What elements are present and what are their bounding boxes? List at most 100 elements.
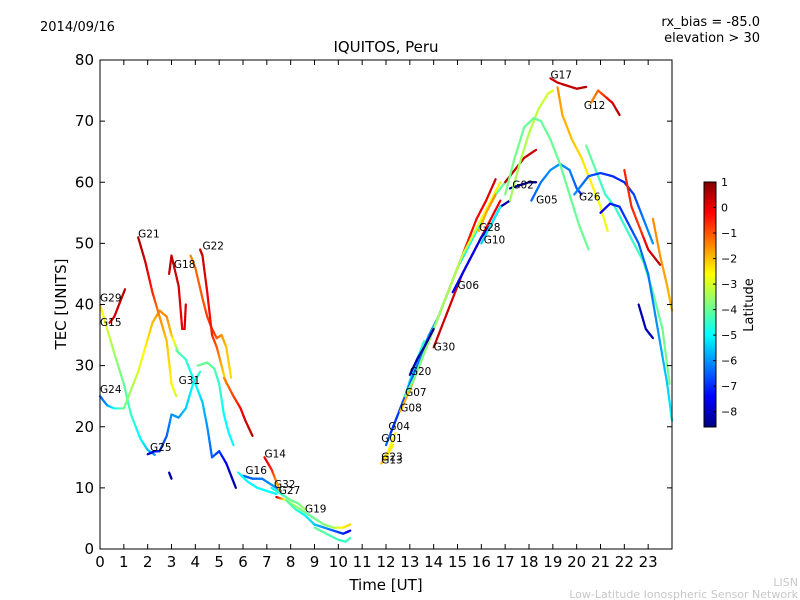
colorbar-tick-label: −1	[721, 227, 737, 240]
series-g15-segment	[152, 453, 156, 456]
colorbar-tick-label: −4	[721, 304, 737, 317]
x-tick-label: 4	[191, 553, 201, 571]
series-g29-segment	[123, 288, 127, 293]
series-g26	[573, 171, 655, 245]
series-g12c-segment	[662, 334, 666, 344]
series-g12b-segment	[586, 245, 590, 251]
series-label-g06: G06	[458, 280, 480, 292]
x-tick-label: 8	[286, 553, 296, 571]
colorbar-tick-label: −5	[721, 329, 737, 342]
series-g19a-segment	[250, 432, 254, 438]
series-g20-segment	[431, 327, 435, 333]
series-g07	[403, 181, 502, 398]
series-g10	[480, 205, 502, 245]
x-axis-ticks: 0 1 2 3 4 5 6 7 8 9 10 11 12 13 14 15 16 17 18 19 20 21 22 23	[95, 60, 658, 571]
series-label-g10: G10	[484, 234, 506, 246]
series-g31	[175, 349, 237, 489]
x-tick-label: 21	[591, 553, 610, 571]
series-g26d	[637, 303, 655, 340]
x-tick-label: 13	[400, 553, 419, 571]
series-g30-segment	[498, 199, 502, 204]
series-g31-segment	[234, 485, 237, 489]
series-g26b-segment	[649, 286, 653, 296]
series-g18	[168, 254, 187, 331]
series-g12c-segment	[663, 341, 667, 351]
series-g26b-segment	[661, 355, 665, 365]
series-g26b-segment	[653, 307, 657, 317]
x-tick-label: 2	[143, 553, 153, 571]
series-label-g31: G31	[179, 375, 201, 387]
date-label: 2014/09/16	[40, 20, 115, 35]
x-tick-label: 11	[353, 553, 372, 571]
x-tick-label: 12	[376, 553, 395, 571]
series-g12c-segment	[665, 362, 669, 372]
series-label-g30: G30	[434, 341, 456, 353]
series-g26b-segment	[658, 341, 663, 351]
series-label-g13: G13	[381, 454, 403, 466]
series-g26b-segment	[657, 334, 662, 344]
series-g12c-segment	[664, 348, 668, 358]
series-g26c-segment	[657, 261, 662, 266]
colorbar-ticks: 1 0 −1 −2 −3 −4 −5 −6 −7 −8	[713, 176, 737, 419]
x-tick-label: 23	[639, 553, 658, 571]
series-label-g24: G24	[100, 384, 122, 396]
series-g26b-segment	[648, 279, 652, 289]
series-g12c-segment	[667, 375, 671, 386]
series-g20a	[196, 361, 235, 447]
series-g12c-segment	[664, 355, 669, 365]
x-tick-label: 20	[567, 553, 586, 571]
series-label-g07: G07	[405, 387, 427, 399]
series-g12c	[585, 144, 671, 386]
y-tick-label: 80	[75, 51, 94, 69]
series-g26b-segment	[647, 272, 651, 282]
series-g10-segment	[498, 205, 502, 211]
x-tick-label: 15	[448, 553, 467, 571]
y-tick-label: 70	[75, 112, 94, 130]
series-g20a-segment	[231, 442, 235, 447]
x-tick-label: 3	[167, 553, 177, 571]
series-label-g27: G27	[279, 485, 301, 497]
x-tick-label: 14	[424, 553, 443, 571]
y-tick-label: 0	[84, 540, 94, 558]
series-g07-segment	[498, 181, 502, 186]
series-g25-segment	[198, 370, 202, 375]
series-g17b	[508, 89, 554, 202]
series-label-g32: G32	[274, 479, 296, 491]
y-axis-label: TEC [UNITS]	[52, 259, 70, 351]
x-tick-label: 17	[496, 553, 515, 571]
series-g12c-segment	[661, 327, 665, 337]
series-g17	[549, 77, 588, 90]
colorbar-tick-label: −7	[721, 380, 737, 393]
series-g21	[137, 236, 178, 398]
series-label-g14: G14	[264, 448, 286, 460]
plot-marks	[98, 77, 674, 543]
x-tick-label: 1	[119, 553, 129, 571]
chart-title: IQUITOS, Peru	[333, 38, 438, 56]
series-label-g29: G29	[100, 292, 122, 304]
x-tick-label: 6	[238, 553, 248, 571]
series-g13-segment	[391, 443, 395, 448]
series-g08-segment	[493, 178, 497, 183]
series-g25b	[168, 471, 173, 480]
colorbar	[703, 181, 717, 428]
series-g26b	[599, 202, 674, 422]
colorbar-tick-label: −3	[721, 278, 737, 291]
x-tick-label: 22	[615, 553, 634, 571]
series-label-g02: G02	[512, 179, 534, 191]
series-g26b-segment	[660, 348, 664, 358]
y-tick-label: 60	[75, 173, 94, 191]
series-label-g16: G16	[245, 465, 267, 477]
rx-bias-label: rx_bias = -85.0	[661, 15, 760, 30]
series-g12b	[504, 116, 590, 251]
series-label-g15: G15	[100, 317, 122, 329]
series-g26b-segment	[651, 300, 656, 310]
series-label-g05: G05	[536, 195, 558, 207]
series-g26b-segment	[655, 320, 659, 331]
series-label-g28: G28	[479, 222, 501, 234]
series-g22-segment	[229, 372, 233, 379]
series-label-g08: G08	[400, 402, 422, 414]
series-label-g26: G26	[579, 192, 601, 204]
series-g26-segment	[650, 239, 655, 245]
series-g17c	[556, 86, 609, 233]
